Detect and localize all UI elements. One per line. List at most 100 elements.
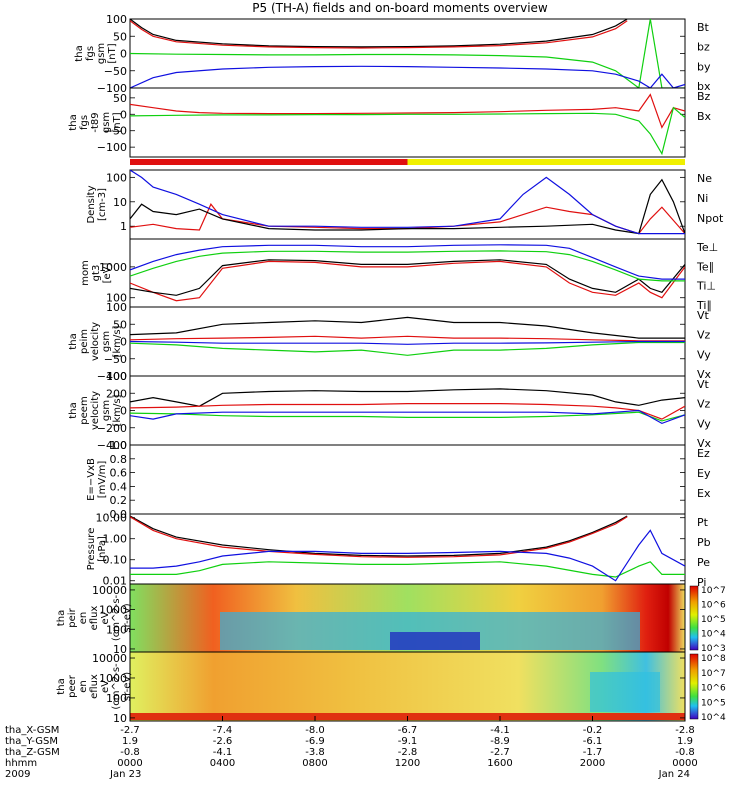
legend-entry: by bbox=[697, 60, 711, 73]
series-group bbox=[130, 93, 685, 156]
legend-entry: Pt bbox=[697, 516, 709, 529]
x-axis-labels: tha_X-GSMtha_Y-GSMtha_Z-GSMhhmm2009-2.71… bbox=[5, 716, 698, 780]
legend-entry: Vz bbox=[697, 329, 711, 342]
y-tick-label: 50 bbox=[113, 92, 127, 105]
legend-entry: Ti∥ bbox=[696, 299, 712, 312]
x-tick-label: -7.4 bbox=[213, 725, 233, 736]
panel-frame bbox=[129, 375, 686, 446]
y-axis-label: thapeirenefluxeV(cm^2-s-sr-eV) bbox=[56, 594, 133, 641]
legend-entry: Ni bbox=[697, 192, 708, 205]
legend-entry: Ti⊥ bbox=[696, 280, 716, 293]
y-tick-label: 0 bbox=[120, 48, 127, 61]
x-tick-label: -2.6 bbox=[213, 736, 233, 747]
series-group bbox=[130, 170, 685, 235]
y-axis-label: thafgs-t89gsm[nT] bbox=[68, 112, 123, 133]
y-tick-label: 0 bbox=[120, 336, 127, 349]
y-tick-label: 0.2 bbox=[110, 494, 128, 507]
y-tick-label: 0.01 bbox=[103, 575, 128, 588]
chart-title: P5 (TH-A) fields and on-board moments ov… bbox=[252, 1, 548, 15]
panel-pressure: 10.00 1.00 0.10 0.01 Pressure[nPa] Pt Pb Pe Pi bbox=[86, 512, 711, 589]
y-axis-label: momgt3[eV] bbox=[80, 260, 113, 286]
y-tick-label: 100 bbox=[106, 692, 127, 705]
colorbar-label: 10^5 bbox=[701, 698, 726, 708]
series-Vx bbox=[130, 409, 685, 425]
x-tick-label: 2000 bbox=[580, 758, 605, 769]
x-tick-label: -0.8 bbox=[120, 747, 140, 758]
panel-efield: 1.00.80.60.40.20.0E=−VxB[mV/m] Ez Ey Ex bbox=[86, 439, 711, 521]
x-row-label: 2009 bbox=[5, 769, 30, 780]
panel-frame bbox=[129, 18, 686, 89]
x-row-label: tha_Y-GSM bbox=[5, 736, 58, 747]
x-tick-label: Jan 24 bbox=[658, 769, 690, 780]
panel-mom_temp: 1000 100 momgt3[eV] Te⊥ Te∥ Ti⊥ Ti∥ bbox=[80, 238, 718, 312]
panel-fgs_t89: 50 0 −50 −100 thafgs-t89gsm[nT] Bz Bx bbox=[68, 87, 712, 158]
legend-entry: Vy bbox=[697, 348, 711, 361]
panel-frame bbox=[129, 444, 686, 515]
y-tick-label: 100 bbox=[106, 292, 127, 305]
x-tick-label: -4.1 bbox=[213, 747, 233, 758]
legend-entry: Vz bbox=[697, 398, 711, 411]
y-tick-label: 100 bbox=[106, 623, 127, 636]
series-group bbox=[130, 515, 685, 582]
legend-entry: Ey bbox=[697, 467, 711, 480]
y-tick-label: 0.10 bbox=[103, 554, 128, 567]
x-tick-label: -9.1 bbox=[398, 736, 418, 747]
legend-entry: Npot bbox=[697, 212, 724, 225]
series-Pe bbox=[130, 561, 685, 578]
x-tick-label: -2.7 bbox=[120, 725, 140, 736]
x-tick-label: 1200 bbox=[395, 758, 420, 769]
series-group bbox=[130, 19, 685, 88]
series-Pi bbox=[130, 529, 685, 582]
x-tick-label: -2.8 bbox=[675, 725, 695, 736]
legend-entry: Vx bbox=[697, 368, 712, 381]
legend-entry: Ex bbox=[697, 487, 711, 500]
legend-entry: Vt bbox=[697, 309, 710, 322]
legend-entry: Bx bbox=[697, 110, 712, 123]
series-by bbox=[130, 19, 685, 88]
series-group bbox=[130, 244, 685, 302]
panel-density: 100 10 1 Density[cm-3] Ne Ni Npot bbox=[86, 169, 724, 240]
x-tick-label: -6.9 bbox=[305, 736, 325, 747]
series-Vt bbox=[130, 316, 685, 339]
y-tick-label: 0 bbox=[120, 405, 127, 418]
series-Ti∥ bbox=[130, 250, 685, 282]
y-tick-label: −200 bbox=[97, 422, 127, 435]
y-tick-label: 50 bbox=[113, 318, 127, 331]
legend-entry: Bz bbox=[697, 90, 711, 103]
y-tick-label: 200 bbox=[106, 387, 127, 400]
y-axis-label: thapeimvelocitygsm[km/s] bbox=[68, 322, 123, 361]
series-Bx bbox=[130, 106, 685, 156]
series-Bz bbox=[130, 93, 685, 129]
x-tick-label: -2.7 bbox=[490, 747, 510, 758]
series-Vz bbox=[130, 335, 685, 342]
series-group bbox=[130, 316, 685, 356]
colorbar-label: 10^7 bbox=[701, 586, 726, 596]
legend-entry: Pb bbox=[697, 536, 711, 549]
y-tick-label: 10 bbox=[113, 643, 127, 656]
x-tick-label: -4.1 bbox=[490, 725, 510, 736]
y-tick-label: 100 bbox=[106, 13, 127, 26]
panel-frame bbox=[129, 513, 686, 585]
colorbar-label: 10^6 bbox=[701, 684, 726, 694]
y-axis-label: E=−VxB[mV/m] bbox=[86, 458, 108, 501]
series-Bt bbox=[130, 19, 628, 48]
x-row-label: hhmm bbox=[5, 758, 37, 769]
y-tick-label: −50 bbox=[104, 65, 127, 78]
y-tick-label: 1.00 bbox=[103, 533, 128, 546]
y-tick-label: 10 bbox=[113, 712, 127, 725]
panel-peir_eflux: 10^7 10^6 10^5 10^4 10^3 10000 1000 100 10 thapei… bbox=[56, 583, 726, 656]
y-tick-label: 0.0 bbox=[110, 508, 128, 521]
series-Ni bbox=[130, 178, 685, 235]
colorbar-label: 10^5 bbox=[701, 615, 726, 625]
y-tick-label: 1.0 bbox=[110, 439, 128, 452]
y-tick-label: 0.8 bbox=[110, 453, 128, 466]
y-tick-label: −50 bbox=[104, 125, 127, 138]
x-tick-label: 1.9 bbox=[122, 736, 138, 747]
y-tick-label: 0 bbox=[120, 108, 127, 121]
x-tick-label: -6.1 bbox=[583, 736, 603, 747]
y-tick-label: −100 bbox=[97, 82, 127, 95]
x-tick-label: 0000 bbox=[672, 758, 697, 769]
panel-frame bbox=[129, 238, 686, 308]
panel-frame bbox=[129, 87, 686, 158]
legend-entry: Te⊥ bbox=[696, 241, 718, 254]
